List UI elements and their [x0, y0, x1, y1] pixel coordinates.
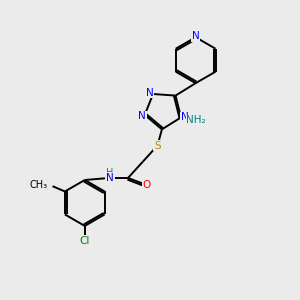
Text: H: H [106, 168, 113, 178]
Text: N: N [146, 88, 153, 98]
Text: O: O [143, 180, 151, 190]
Text: N: N [181, 112, 188, 122]
Text: N: N [106, 173, 114, 183]
Text: S: S [154, 140, 161, 151]
Text: N: N [138, 111, 146, 122]
Text: Cl: Cl [80, 236, 90, 246]
Text: N: N [192, 31, 200, 41]
Text: NH₂: NH₂ [187, 116, 206, 125]
Text: CH₃: CH₃ [29, 180, 47, 190]
